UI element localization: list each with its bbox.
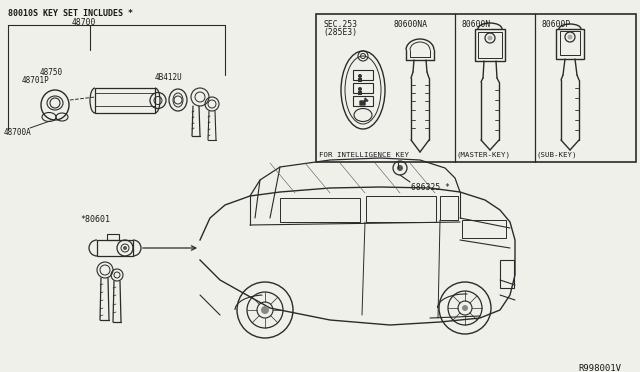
Text: (SUB-KEY): (SUB-KEY): [537, 152, 577, 158]
Text: (285E3): (285E3): [323, 28, 357, 37]
Text: 80600P: 80600P: [542, 20, 572, 29]
Circle shape: [462, 305, 468, 311]
Text: FOR INTELLIGENCE KEY: FOR INTELLIGENCE KEY: [319, 152, 409, 158]
Bar: [358, 78, 362, 82]
Circle shape: [261, 306, 269, 314]
Polygon shape: [360, 98, 368, 105]
Bar: [500, 260, 514, 288]
Bar: [475, 29, 505, 61]
Bar: [353, 70, 373, 80]
Bar: [556, 29, 584, 59]
Text: R998001V: R998001V: [578, 364, 621, 372]
Bar: [95, 88, 155, 113]
Bar: [280, 198, 360, 222]
Text: (MASTER-KEY): (MASTER-KEY): [457, 152, 511, 158]
Text: 80600N: 80600N: [462, 20, 492, 29]
Circle shape: [123, 246, 127, 250]
Circle shape: [358, 74, 362, 78]
Bar: [560, 31, 580, 55]
Circle shape: [568, 35, 573, 39]
Text: SEC.253: SEC.253: [323, 20, 357, 29]
Text: *80601: *80601: [80, 215, 110, 224]
Bar: [462, 220, 506, 238]
Bar: [316, 14, 636, 162]
Text: 48701P: 48701P: [22, 76, 50, 85]
Text: 48700A: 48700A: [4, 128, 32, 137]
Bar: [366, 196, 436, 222]
Text: 48700: 48700: [72, 18, 97, 27]
Text: 80600NA: 80600NA: [393, 20, 427, 29]
Bar: [353, 83, 373, 93]
Circle shape: [358, 87, 362, 91]
Bar: [97, 240, 133, 256]
Bar: [107, 234, 119, 240]
Bar: [358, 91, 362, 95]
Bar: [478, 32, 502, 58]
Text: 48750: 48750: [40, 68, 63, 77]
Text: 4B412U: 4B412U: [155, 73, 183, 82]
Circle shape: [397, 165, 403, 171]
Circle shape: [488, 35, 493, 41]
Bar: [353, 96, 373, 106]
Bar: [440, 196, 458, 220]
Text: 80010S KEY SET INCLUDES *: 80010S KEY SET INCLUDES *: [8, 9, 133, 18]
Text: 686325 *: 686325 *: [411, 183, 450, 192]
